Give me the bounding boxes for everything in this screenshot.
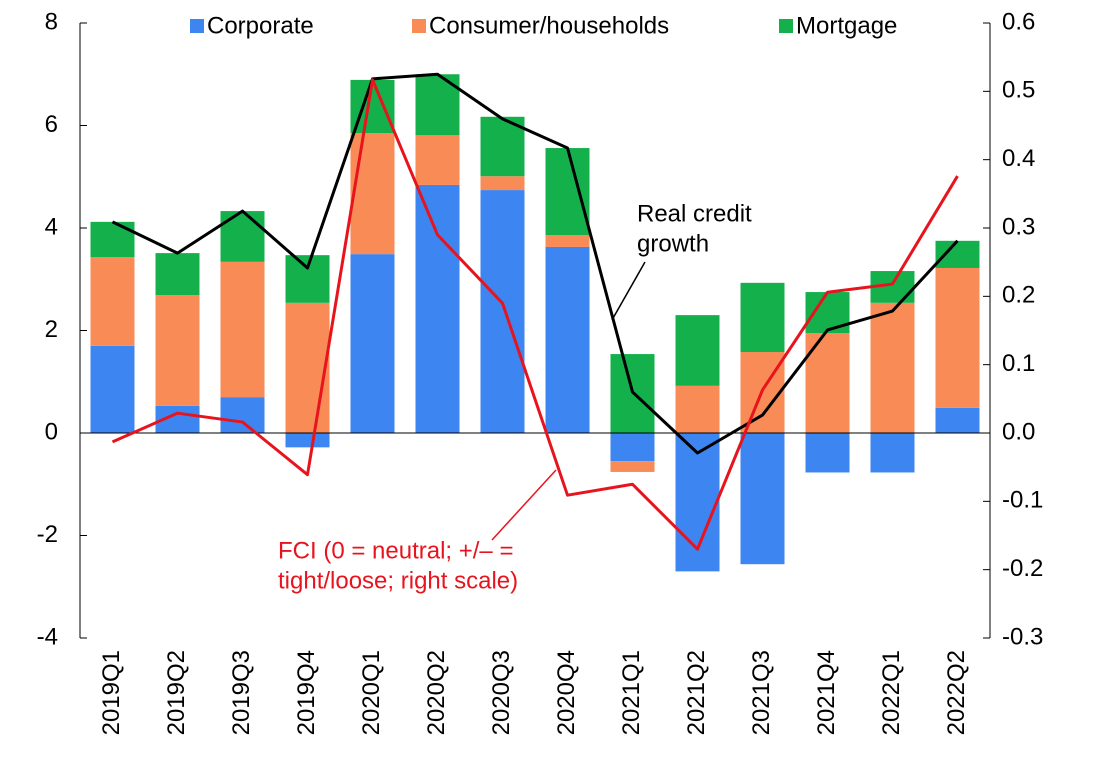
bar	[350, 254, 395, 433]
x-tick-label: 2020Q2	[423, 650, 450, 735]
bar	[90, 345, 135, 433]
y-tick-label: -4	[37, 623, 58, 650]
legend-swatch	[412, 19, 426, 33]
annotation: Real credit	[637, 200, 752, 227]
y2-tick-label: 0.6	[1002, 8, 1035, 35]
line	[111, 78, 959, 551]
legend-label: Corporate	[207, 12, 314, 39]
leader-line	[611, 261, 646, 321]
y2-tick-label: 0.2	[1002, 282, 1035, 309]
y-tick-label: 0	[45, 418, 58, 445]
line	[111, 72, 959, 455]
bar	[675, 385, 720, 433]
bar	[415, 135, 460, 185]
bar	[740, 433, 785, 565]
y2-tick-label: -0.3	[1002, 623, 1043, 650]
x-tick-label: 2019Q2	[163, 650, 190, 735]
bar	[350, 133, 395, 255]
x-tick-label: 2021Q4	[813, 650, 840, 735]
x-tick-label: 2022Q2	[943, 650, 970, 735]
bar	[480, 190, 525, 433]
bar	[675, 315, 720, 386]
bar	[610, 461, 655, 472]
x-tick-label: 2019Q3	[228, 650, 255, 735]
y-tick-label: 4	[45, 213, 58, 240]
bar	[610, 433, 655, 462]
x-tick-label: 2021Q1	[618, 650, 645, 735]
bar	[545, 235, 590, 247]
annotation: tight/loose; right scale)	[278, 567, 518, 594]
bar	[155, 295, 200, 406]
bar	[805, 433, 850, 473]
y2-tick-label: 0.1	[1002, 350, 1035, 377]
x-tick-label: 2021Q3	[748, 650, 775, 735]
annotation: growth	[637, 230, 709, 257]
x-tick-label: 2020Q1	[358, 650, 385, 735]
annotation-leaders	[491, 261, 646, 541]
x-tick-label: 2019Q4	[293, 650, 320, 735]
x-tick-label: 2020Q3	[488, 650, 515, 735]
bar	[545, 148, 590, 236]
y2-tick-label: -0.2	[1002, 555, 1043, 582]
y2-tick-label: 0.4	[1002, 145, 1035, 172]
y2-tick-label: 0.0	[1002, 418, 1035, 445]
y2-tick-label: -0.1	[1002, 487, 1043, 514]
y-tick-label: -2	[37, 521, 58, 548]
bar	[870, 433, 915, 473]
x-tick-label: 2022Q1	[878, 650, 905, 735]
bar	[285, 433, 330, 448]
legend-swatch	[190, 19, 204, 33]
bar	[870, 302, 915, 433]
x-tick-label: 2019Q1	[98, 650, 125, 735]
bar	[935, 267, 980, 408]
legend-label: Consumer/households	[429, 12, 669, 39]
y2-tick-label: 0.5	[1002, 77, 1035, 104]
legend-swatch	[779, 19, 793, 33]
bar	[740, 282, 785, 353]
y-tick-label: 8	[45, 8, 58, 35]
bar	[285, 255, 330, 303]
x-tick-label: 2020Q4	[553, 650, 580, 735]
legend-label: Mortgage	[796, 12, 897, 39]
leader-line	[491, 469, 557, 541]
bar	[220, 211, 265, 262]
bar	[935, 407, 980, 433]
bar	[415, 184, 460, 433]
y2-tick-label: 0.3	[1002, 213, 1035, 240]
bar	[155, 253, 200, 296]
bar	[220, 261, 265, 398]
annotation: FCI (0 = neutral; +/– =	[278, 537, 513, 564]
bar	[90, 221, 135, 258]
bar	[545, 246, 590, 433]
bar	[90, 257, 135, 346]
bar	[220, 397, 265, 433]
x-tick-label: 2021Q2	[683, 650, 710, 735]
bar	[480, 176, 525, 191]
y-tick-label: 6	[45, 111, 58, 138]
bar	[935, 240, 980, 268]
bar	[285, 302, 330, 433]
y-tick-label: 2	[45, 316, 58, 343]
